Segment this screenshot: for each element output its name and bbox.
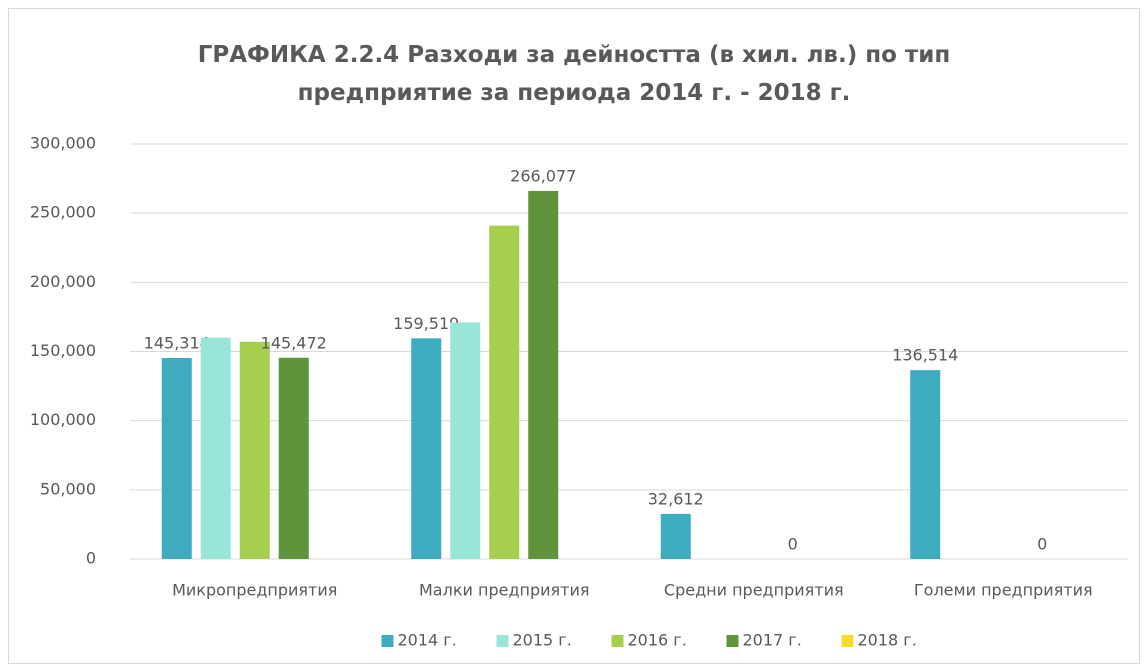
y-tick-label: 250,000 (30, 203, 96, 222)
legend-label: 2015 г. (513, 631, 572, 650)
x-tick-label: Малки предприятия (419, 581, 590, 600)
data-label: 0 (1037, 535, 1047, 554)
bar (489, 225, 520, 559)
data-label: 266,077 (510, 166, 576, 185)
legend-label: 2017 г. (743, 631, 802, 650)
y-tick-label: 100,000 (30, 410, 96, 429)
y-tick-label: 200,000 (30, 272, 96, 291)
bar (450, 322, 481, 559)
legend-label: 2014 г. (398, 631, 457, 650)
legend-swatch (841, 635, 854, 647)
x-tick-label: Големи предприятия (914, 581, 1093, 600)
y-tick-label: 300,000 (30, 134, 96, 153)
bar (411, 338, 442, 559)
bar (528, 190, 559, 559)
data-label: 145,472 (261, 333, 327, 352)
legend-swatch (496, 635, 509, 647)
y-tick-label: 50,000 (40, 479, 96, 498)
bar (660, 513, 691, 559)
legend-label: 2018 г. (858, 631, 917, 650)
data-label: 32,612 (648, 489, 704, 508)
bar (161, 357, 192, 559)
x-tick-label: Микропредприятия (172, 581, 337, 600)
data-label: 159,519 (393, 314, 459, 333)
legend-swatch (726, 635, 739, 647)
legend-swatch (381, 635, 394, 647)
chart-border (8, 8, 1140, 664)
y-tick-label: 0 (86, 549, 96, 568)
chart-title: ГРАФИКА 2.2.4 Разходи за дейността (в хи… (197, 42, 951, 106)
legend-label: 2016 г. (628, 631, 687, 650)
bar (239, 341, 270, 559)
data-label: 0 (788, 535, 798, 554)
bar (200, 337, 231, 559)
x-tick-label: Средни предприятия (664, 581, 844, 600)
data-label: 136,514 (892, 346, 958, 365)
bar (910, 370, 941, 559)
bar (278, 357, 309, 559)
legend-swatch (611, 635, 624, 647)
data-label: 145,314 (144, 333, 210, 352)
y-tick-label: 150,000 (30, 341, 96, 360)
